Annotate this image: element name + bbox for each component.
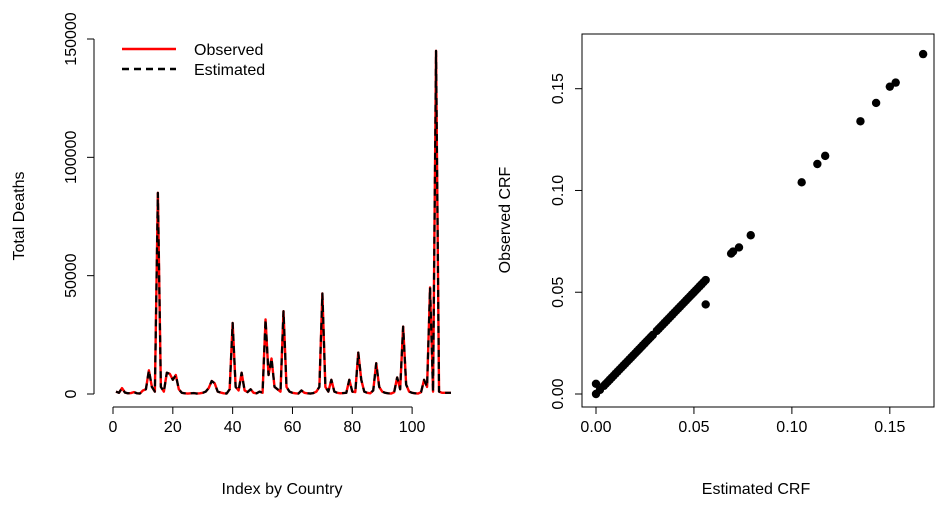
scatter-point	[891, 78, 900, 87]
scatter-point	[797, 178, 806, 187]
scatter-point	[813, 159, 822, 169]
line-chart-axes: 0 20 40 60 80 100 0 50000 100000 150000	[63, 12, 426, 436]
x-tick-label: 0	[109, 419, 118, 436]
x-tick-label: 0.15	[874, 419, 905, 436]
scatter-point	[701, 275, 710, 285]
x-axis-label: Index by Country	[222, 481, 343, 498]
y-tick-label: 50000	[63, 253, 80, 298]
x-tick-label: 0.05	[678, 419, 709, 436]
y-tick-label: 0.15	[550, 73, 567, 104]
y-tick-label: 0.00	[550, 378, 567, 409]
x-tick-label: 100	[399, 419, 426, 436]
x-tick-label: 60	[284, 419, 302, 436]
scatter-point	[856, 117, 865, 126]
y-tick-label: 0.10	[550, 175, 567, 206]
scatter-point	[728, 247, 738, 256]
legend: Observed Estimated	[122, 42, 265, 79]
x-tick-label: 0.00	[580, 419, 611, 436]
scatter-point	[734, 243, 744, 252]
legend-label-estimated: Estimated	[194, 62, 265, 79]
scatter-point	[871, 98, 881, 108]
series-line-observed	[115, 49, 451, 395]
scatter-plot-frame	[581, 33, 935, 408]
scatter-point	[701, 300, 710, 309]
y-axis-label: Total Deaths	[11, 172, 28, 261]
scatter-chart-axes: 0.00 0.05 0.10 0.15 0.00 0.05 0.10 0.15	[550, 73, 905, 436]
y-tick-label: 0	[63, 389, 80, 398]
y-axis-label: Observed CRF	[497, 166, 514, 273]
scatter-chart-panel: 0.00 0.05 0.10 0.15 0.00 0.05 0.10 0.15 Estimat…	[497, 33, 935, 498]
x-tick-label: 80	[343, 419, 361, 436]
scatter-point	[820, 151, 830, 161]
x-tick-label: 40	[224, 419, 242, 436]
y-tick-label: 0.05	[550, 277, 567, 308]
scatter-point	[885, 82, 895, 91]
y-tick-label: 100000	[63, 131, 80, 184]
x-tick-label: 0.10	[776, 419, 807, 436]
line-chart-panel: 0 20 40 60 80 100 0 50000 100000 150000 Index by …	[11, 12, 451, 498]
scatter-point	[918, 49, 928, 59]
scatter-points	[591, 49, 928, 399]
line-chart-series	[115, 49, 451, 395]
legend-label-observed: Observed	[194, 42, 263, 59]
scatter-point	[746, 231, 755, 240]
y-tick-label: 150000	[63, 12, 80, 65]
scatter-point	[591, 379, 601, 389]
x-tick-label: 20	[164, 419, 182, 436]
x-axis-label: Estimated CRF	[702, 481, 811, 498]
series-line-estimated	[115, 49, 451, 395]
